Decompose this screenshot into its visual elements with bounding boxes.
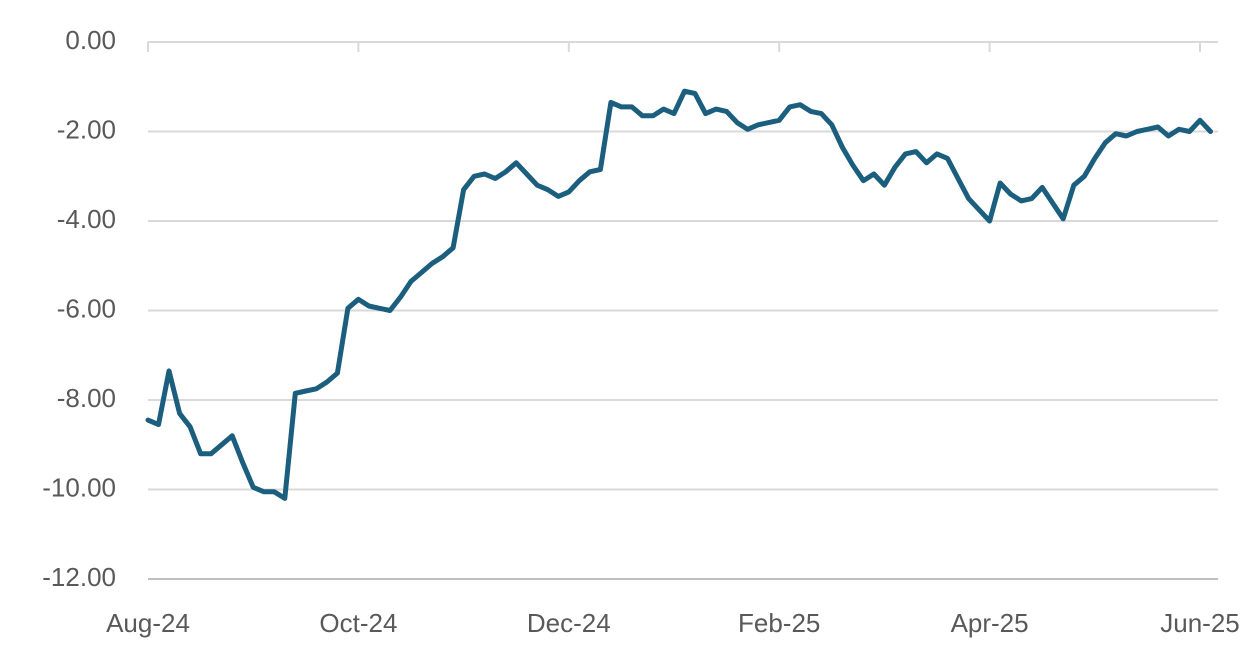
x-tick-label: Jun-25 — [1160, 608, 1240, 638]
y-tick-label: -8.00 — [57, 383, 116, 413]
x-tick-label: Dec-24 — [527, 608, 611, 638]
y-tick-label: -6.00 — [57, 293, 116, 323]
x-tick-label: Feb-25 — [738, 608, 820, 638]
x-tick-label: Apr-25 — [951, 608, 1029, 638]
x-tick-label: Aug-24 — [106, 608, 190, 638]
y-tick-label: -2.00 — [57, 114, 116, 144]
line — [145, 88, 1213, 501]
y-tick-label: -10.00 — [42, 472, 116, 502]
y-tick-label: -4.00 — [57, 204, 116, 234]
y-tick-label: 0.00 — [65, 25, 116, 55]
x-tick-label: Oct-24 — [319, 608, 397, 638]
y-tick-label: -12.00 — [42, 562, 116, 592]
